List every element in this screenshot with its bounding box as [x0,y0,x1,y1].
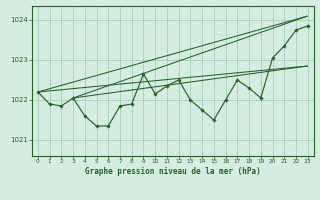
X-axis label: Graphe pression niveau de la mer (hPa): Graphe pression niveau de la mer (hPa) [85,167,261,176]
